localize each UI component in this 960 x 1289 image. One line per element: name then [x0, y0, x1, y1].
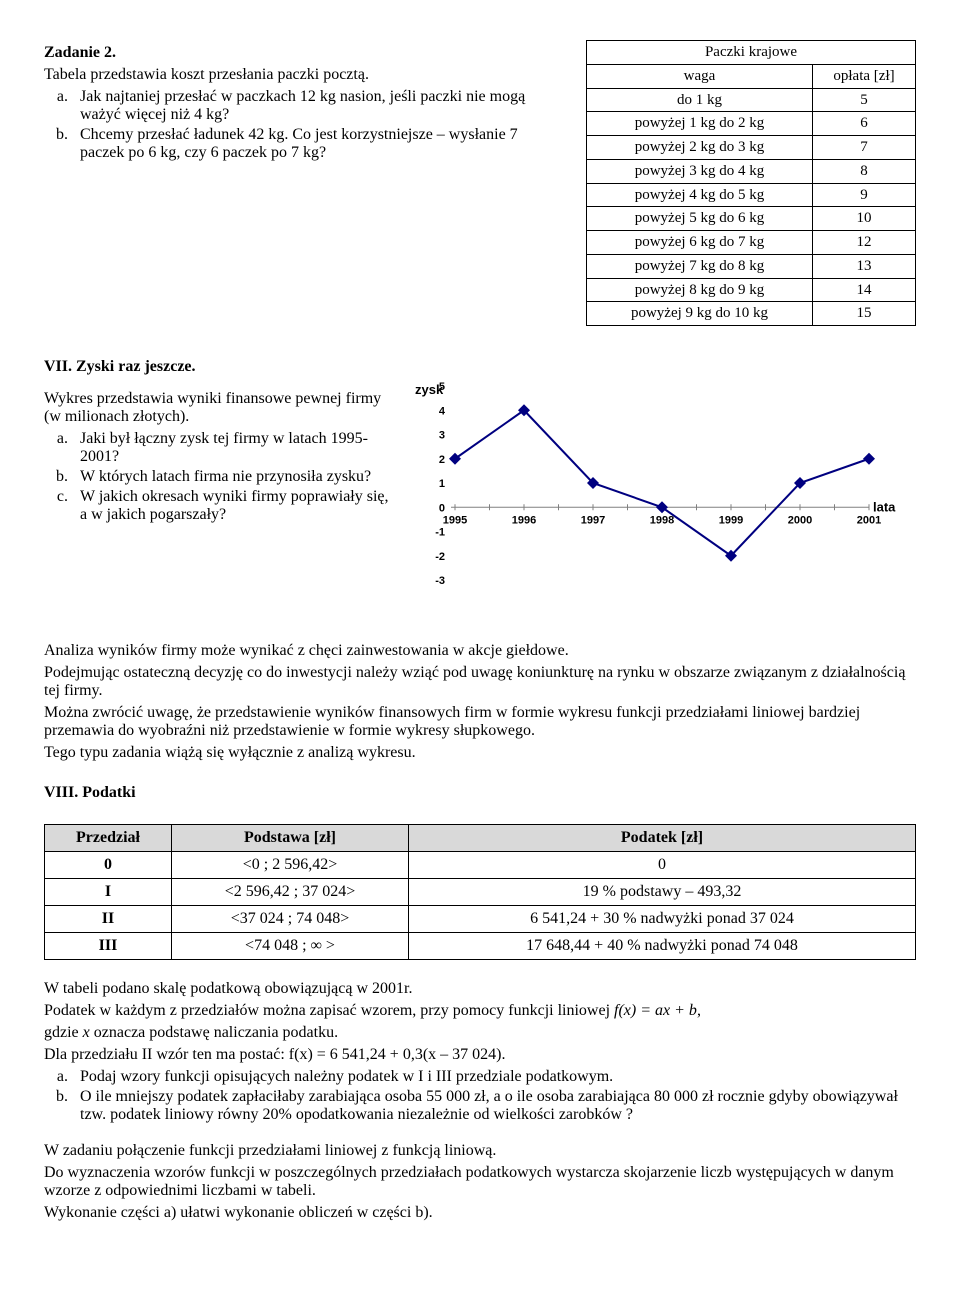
viii-text: W tabeli podano skalę podatkową obowiązu… — [44, 980, 916, 1124]
viii-end3: Wykonanie części a) ułatwi wykonanie obl… — [44, 1204, 916, 1222]
vii-c: W jakich okresach wyniki firmy poprawiał… — [72, 488, 389, 524]
vii-list: Jaki był łączny zysk tej firmy w latach … — [44, 430, 389, 524]
svg-text:-3: -3 — [435, 575, 445, 587]
svg-text:1996: 1996 — [512, 514, 536, 526]
zad2-a: Jak najtaniej przesłać w paczkach 12 kg … — [72, 88, 562, 124]
podatki-cell: III — [45, 933, 172, 960]
zad2-intro: Tabela przedstawia koszt przesłania pacz… — [44, 66, 562, 84]
viii-end2: Do wyznaczenia wzorów funkcji w poszczeg… — [44, 1164, 916, 1200]
analysis-p1: Analiza wyników firmy może wynikać z chę… — [44, 642, 916, 660]
paczki-cell: powyżej 2 kg do 3 kg — [587, 136, 813, 160]
podatki-cell: <37 024 ; 74 048> — [172, 906, 409, 933]
paczki-cell: powyżej 3 kg do 4 kg — [587, 159, 813, 183]
analysis-p2: Podejmując ostateczną decyzję co do inwe… — [44, 664, 916, 700]
svg-text:zysk: zysk — [415, 382, 444, 397]
podatki-cell: 6 541,24 + 30 % nadwyżki ponad 37 024 — [409, 906, 916, 933]
svg-text:1997: 1997 — [581, 514, 605, 526]
viii-after4: Dla przedziału II wzór ten ma postać: f(… — [44, 1046, 916, 1064]
podatki-header: Podatek [zł] — [409, 825, 916, 852]
zad2-b: Chcemy przesłać ładunek 42 kg. Co jest k… — [72, 126, 562, 162]
vii-b: W których latach firma nie przynosiła zy… — [72, 468, 389, 486]
analysis-p4: Tego typu zadania wiążą się wyłącznie z … — [44, 744, 916, 762]
viii-end1: W zadaniu połączenie funkcji przedziałam… — [44, 1142, 916, 1160]
paczki-cell: 9 — [813, 183, 916, 207]
viii-qa: Podaj wzory funkcji opisujących należny … — [72, 1068, 916, 1086]
svg-text:2001: 2001 — [857, 514, 881, 526]
paczki-h2: opłata [zł] — [813, 64, 916, 88]
viii-after2: Podatek w każdym z przedziałów można zap… — [44, 1002, 916, 1020]
podatki-cell: I — [45, 879, 172, 906]
paczki-cell: 12 — [813, 231, 916, 255]
podatki-cell: 17 648,44 + 40 % nadwyżki ponad 74 048 — [409, 933, 916, 960]
svg-text:2000: 2000 — [788, 514, 812, 526]
zysk-chart: -3-2-10123451995199619971998199920002001… — [409, 378, 916, 598]
svg-text:1995: 1995 — [443, 514, 467, 526]
podatki-cell: <74 048 ; ∞ > — [172, 933, 409, 960]
analysis-p3: Można zwrócić uwagę, że przedstawienie w… — [44, 704, 916, 740]
svg-text:0: 0 — [439, 502, 445, 514]
zad2-list: Jak najtaniej przesłać w paczkach 12 kg … — [44, 88, 562, 162]
paczki-cell: powyżej 9 kg do 10 kg — [587, 302, 813, 326]
podatki-cell: II — [45, 906, 172, 933]
viii-after3: gdzie x oznacza podstawę naliczania poda… — [44, 1024, 916, 1042]
podatki-cell: 0 — [45, 852, 172, 879]
svg-text:-1: -1 — [435, 527, 445, 539]
podatki-table: PrzedziałPodstawa [zł]Podatek [zł] 0<0 ;… — [44, 824, 916, 960]
svg-text:4: 4 — [439, 405, 446, 417]
vii-intro: Wykres przedstawia wyniki finansowe pewn… — [44, 390, 389, 426]
paczki-cell: powyżej 1 kg do 2 kg — [587, 112, 813, 136]
vii-title: VII. Zyski raz jeszcze. — [44, 358, 389, 376]
podatki-cell: 19 % podstawy – 493,32 — [409, 879, 916, 906]
paczki-cell: do 1 kg — [587, 88, 813, 112]
paczki-cell: powyżej 4 kg do 5 kg — [587, 183, 813, 207]
zad2-title: Zadanie 2. — [44, 44, 562, 62]
viii-end: W zadaniu połączenie funkcji przedziałam… — [44, 1142, 916, 1222]
svg-text:-2: -2 — [435, 551, 445, 563]
paczki-cell: powyżej 7 kg do 8 kg — [587, 254, 813, 278]
paczki-table: Paczki krajowe waga opłata [zł] do 1 kg5… — [586, 40, 916, 326]
paczki-cell: 5 — [813, 88, 916, 112]
podatki-header: Przedział — [45, 825, 172, 852]
paczki-h1: waga — [587, 64, 813, 88]
paczki-cell: powyżej 6 kg do 7 kg — [587, 231, 813, 255]
viii-title: VIII. Podatki — [44, 784, 916, 802]
podatki-cell: <2 596,42 ; 37 024> — [172, 879, 409, 906]
analysis-block: Analiza wyników firmy może wynikać z chę… — [44, 642, 916, 762]
svg-text:lata: lata — [873, 499, 896, 514]
podatki-header: Podstawa [zł] — [172, 825, 409, 852]
paczki-cell: powyżej 5 kg do 6 kg — [587, 207, 813, 231]
svg-text:1999: 1999 — [719, 514, 743, 526]
paczki-cell: 15 — [813, 302, 916, 326]
viii-q-list: Podaj wzory funkcji opisujących należny … — [44, 1068, 916, 1124]
viii-qb: O ile mniejszy podatek zapłaciłaby zarab… — [72, 1088, 916, 1124]
paczki-cell: 8 — [813, 159, 916, 183]
paczki-title: Paczki krajowe — [587, 41, 916, 65]
svg-text:1998: 1998 — [650, 514, 674, 526]
podatki-cell: 0 — [409, 852, 916, 879]
paczki-cell: 14 — [813, 278, 916, 302]
svg-text:2: 2 — [439, 454, 445, 466]
svg-text:3: 3 — [439, 430, 445, 442]
paczki-cell: 10 — [813, 207, 916, 231]
podatki-cell: <0 ; 2 596,42> — [172, 852, 409, 879]
svg-text:1: 1 — [439, 478, 445, 490]
paczki-cell: 6 — [813, 112, 916, 136]
viii-after1: W tabeli podano skalę podatkową obowiązu… — [44, 980, 916, 998]
paczki-cell: 7 — [813, 136, 916, 160]
paczki-cell: 13 — [813, 254, 916, 278]
paczki-cell: powyżej 8 kg do 9 kg — [587, 278, 813, 302]
vii-a: Jaki był łączny zysk tej firmy w latach … — [72, 430, 389, 466]
